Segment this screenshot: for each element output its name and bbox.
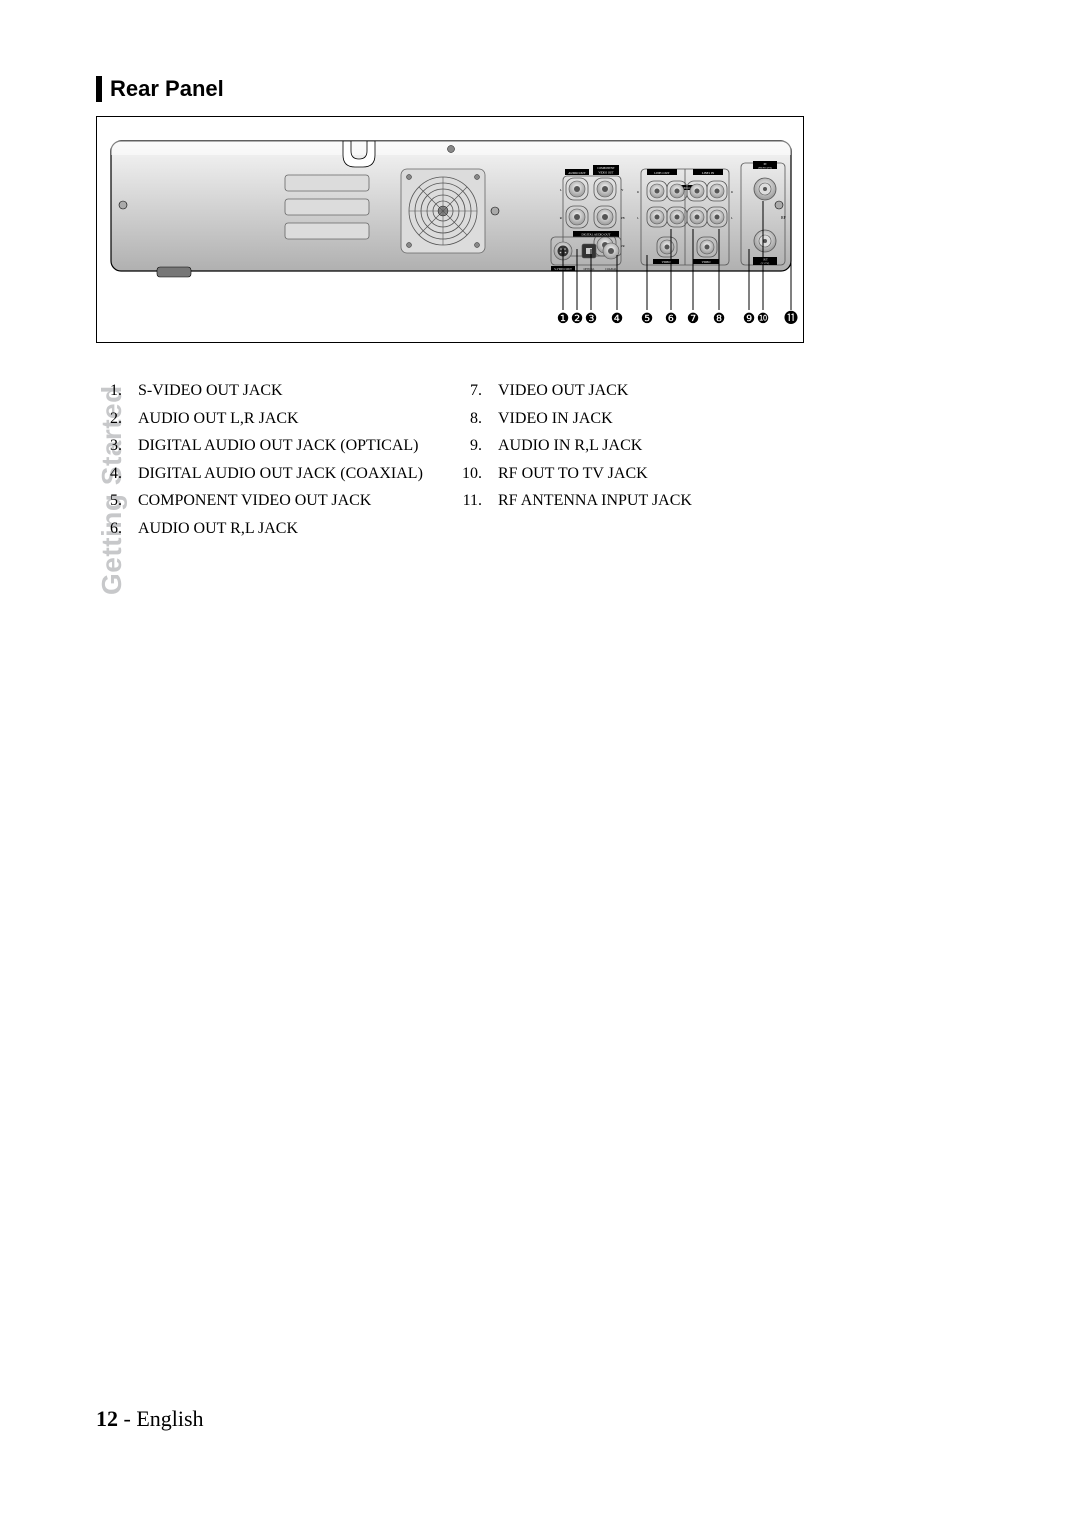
rear-panel-svg: AUDIO OUT COMPONENT VIDEO OUT L Y R PB (97, 117, 805, 344)
jack-item-label: AUDIO OUT R,L JACK (126, 516, 298, 542)
svg-text:PB: PB (621, 216, 625, 220)
svg-text:RF: RF (781, 215, 787, 220)
jack-list-left: 1.S-VIDEO OUT JACK2.AUDIO OUT L,R JACK3.… (96, 378, 456, 544)
jack-list-right: 7.VIDEO OUT JACK8.VIDEO IN JACK9.AUDIO I… (456, 378, 816, 544)
svg-text:L: L (637, 216, 639, 220)
heading-bar-icon (96, 76, 102, 102)
heading: Rear Panel (96, 76, 224, 102)
jack-item-number: 11. (456, 488, 486, 514)
jack-item-number: 3. (96, 433, 126, 459)
callout-number: ❽ (713, 310, 726, 326)
callout-number: ❾ (743, 310, 756, 326)
svg-text:AUDIO OUT: AUDIO OUT (568, 171, 586, 175)
svg-text:PR: PR (621, 244, 625, 248)
svg-text:OPTICAL: OPTICAL (584, 268, 595, 271)
svg-text:VIDEO: VIDEO (662, 261, 671, 264)
footer-lang: English (136, 1406, 203, 1431)
jack-item-label: VIDEO IN JACK (486, 406, 613, 432)
jack-item-label: DIGITAL AUDIO OUT JACK (COAXIAL) (126, 461, 423, 487)
svg-text:LINE1 OUT: LINE1 OUT (654, 171, 669, 175)
page: Getting Started Rear Panel (0, 0, 1080, 1526)
jack-item: 1.S-VIDEO OUT JACK (96, 378, 456, 406)
callout-number: ❿ (757, 310, 770, 326)
jack-item-label: COMPONENT VIDEO OUT JACK (126, 488, 371, 514)
callout-number: ❼ (687, 310, 700, 326)
svg-text:R: R (637, 190, 639, 194)
jack-item: 4.DIGITAL AUDIO OUT JACK (COAXIAL) (96, 461, 456, 489)
jack-item-number: 1. (96, 378, 126, 404)
jack-item: 5.COMPONENT VIDEO OUT JACK (96, 488, 456, 516)
jack-item: 3.DIGITAL AUDIO OUT JACK (OPTICAL) (96, 433, 456, 461)
svg-text:VIDEO: VIDEO (702, 261, 711, 264)
jack-item-label: RF OUT TO TV JACK (486, 461, 648, 487)
footer-sep: - (118, 1406, 136, 1431)
callout-number: ⓫ (784, 310, 798, 326)
jack-item-number: 8. (456, 406, 486, 432)
svg-text:DIGITAL AUDIO OUT: DIGITAL AUDIO OUT (582, 233, 611, 237)
jack-item: 10.RF OUT TO TV JACK (456, 461, 816, 489)
jack-item: 6.AUDIO OUT R,L JACK (96, 516, 456, 544)
jack-list: 1.S-VIDEO OUT JACK2.AUDIO OUT L,R JACK3.… (96, 378, 816, 544)
svg-text:COAXIAL: COAXIAL (605, 268, 617, 271)
svg-text:LINE1 IN: LINE1 IN (702, 171, 715, 175)
svg-text:L: L (560, 188, 562, 192)
jack-item-number: 2. (96, 406, 126, 432)
jack-item-label: VIDEO OUT JACK (486, 378, 628, 404)
jack-item-label: AUDIO IN R,L JACK (486, 433, 642, 459)
jack-item: 7.VIDEO OUT JACK (456, 378, 816, 406)
svg-text:(TO TV): (TO TV) (761, 262, 770, 265)
callout-number: ❻ (665, 310, 678, 326)
jack-item-number: 7. (456, 378, 486, 404)
jack-item-label: AUDIO OUT L,R JACK (126, 406, 299, 432)
page-footer: 12 - English (96, 1406, 204, 1432)
svg-text:VIDEO OUT: VIDEO OUT (598, 172, 613, 175)
callout-number: ❺ (641, 310, 654, 326)
jack-item-label: DIGITAL AUDIO OUT JACK (OPTICAL) (126, 433, 418, 459)
callout-number: ❷ (571, 310, 584, 326)
jack-item-label: RF ANTENNA INPUT JACK (486, 488, 692, 514)
callout-number: ❹ (611, 310, 624, 326)
jack-item: 9.AUDIO IN R,L JACK (456, 433, 816, 461)
page-number: 12 (96, 1406, 118, 1431)
svg-text:R: R (731, 190, 733, 194)
heading-text: Rear Panel (110, 76, 224, 102)
jack-item-number: 10. (456, 461, 486, 487)
jack-item: 11.RF ANTENNA INPUT JACK (456, 488, 816, 516)
callout-number: ❶ (557, 310, 570, 326)
jack-item-label: S-VIDEO OUT JACK (126, 378, 283, 404)
callout-number: ❸ (585, 310, 598, 326)
jack-item-number: 9. (456, 433, 486, 459)
jack-item-number: 4. (96, 461, 126, 487)
jack-item: 2.AUDIO OUT L,R JACK (96, 406, 456, 434)
rear-panel-diagram: AUDIO OUT COMPONENT VIDEO OUT L Y R PB (96, 116, 804, 343)
jack-item: 8.VIDEO IN JACK (456, 406, 816, 434)
svg-text:L: L (731, 216, 733, 220)
jack-item-number: 5. (96, 488, 126, 514)
jack-item-number: 6. (96, 516, 126, 542)
svg-text:(FROM ANT.): (FROM ANT.) (758, 167, 772, 170)
svg-text:COMPONENT: COMPONENT (597, 167, 615, 170)
